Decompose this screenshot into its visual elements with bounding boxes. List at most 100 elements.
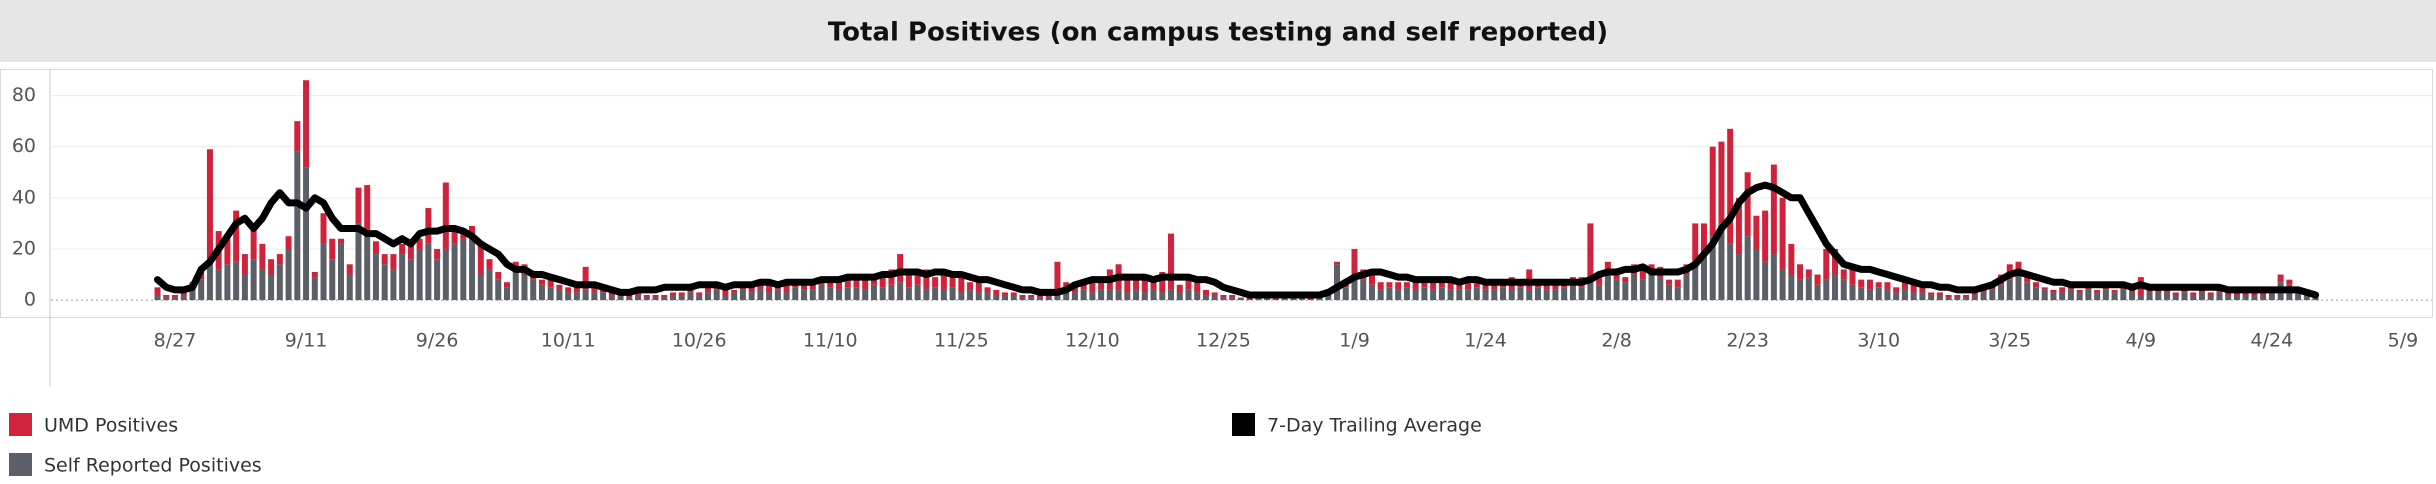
- bar: [748, 287, 755, 293]
- x-tick-label: 4/9: [2126, 330, 2157, 352]
- bar: [364, 236, 371, 301]
- x-tick-label: 5/9: [2388, 330, 2419, 352]
- bar: [1727, 243, 1734, 301]
- bar: [1858, 287, 1865, 301]
- bar: [984, 292, 991, 301]
- bar: [355, 187, 362, 224]
- bar: [407, 259, 414, 301]
- bar: [495, 279, 502, 301]
- bar: [2102, 289, 2109, 301]
- bar: [1709, 236, 1716, 301]
- bar: [556, 289, 563, 301]
- bar: [2146, 292, 2153, 301]
- bar: [635, 294, 642, 301]
- bar: [338, 243, 345, 301]
- bar: [1002, 294, 1009, 301]
- x-tick-label: 12/10: [1065, 330, 1120, 352]
- bar: [1465, 289, 1472, 301]
- bar: [285, 248, 292, 301]
- bar: [1849, 284, 1856, 301]
- bar: [320, 213, 327, 244]
- bar: [1500, 287, 1507, 301]
- x-tick-label: 9/11: [285, 330, 328, 352]
- bar: [206, 149, 213, 265]
- bar: [1351, 248, 1358, 275]
- y-tick-label: 0: [24, 289, 36, 311]
- bar: [416, 238, 423, 249]
- bar: [573, 292, 580, 301]
- bar: [1639, 264, 1646, 280]
- bar: [241, 254, 248, 275]
- bar: [591, 292, 598, 301]
- bar: [1334, 264, 1341, 301]
- bar: [565, 292, 572, 301]
- bar: [294, 121, 301, 152]
- bar: [1901, 289, 1908, 301]
- bar: [364, 185, 371, 237]
- bar: [1718, 223, 1725, 301]
- bar: [1010, 294, 1017, 301]
- bar: [1936, 292, 1943, 295]
- bar: [451, 228, 458, 244]
- bar: [2233, 292, 2240, 295]
- bar: [504, 287, 511, 301]
- bar: [381, 254, 388, 265]
- bar: [1744, 172, 1751, 237]
- bar: [862, 277, 869, 290]
- bar: [635, 292, 642, 295]
- bar: [757, 289, 764, 301]
- bar: [556, 284, 563, 290]
- bar: [1526, 289, 1533, 301]
- bar: [1648, 264, 1655, 270]
- x-tick-label: 12/25: [1196, 330, 1251, 352]
- bar: [1272, 297, 1279, 301]
- bar: [320, 243, 327, 301]
- bar: [2181, 292, 2188, 301]
- bar: [582, 266, 589, 290]
- bar: [1150, 289, 1157, 301]
- y-tick-label: 40: [12, 186, 36, 208]
- bar: [2146, 289, 2153, 293]
- bar: [1910, 292, 1917, 301]
- bar: [1622, 282, 1629, 301]
- bar: [1683, 274, 1690, 301]
- bar: [1875, 287, 1882, 301]
- bar: [460, 238, 467, 301]
- bar: [1342, 287, 1349, 301]
- bar: [469, 236, 476, 301]
- bar: [1002, 292, 1009, 295]
- bar: [2015, 274, 2022, 301]
- bar: [1727, 128, 1734, 244]
- bar: [914, 284, 921, 301]
- bar: [1543, 282, 1550, 290]
- bar: [2076, 292, 2083, 301]
- bar: [303, 167, 310, 301]
- bar: [1543, 289, 1550, 301]
- bar: [1753, 215, 1760, 249]
- bar: [1299, 297, 1306, 301]
- bar: [1823, 279, 1830, 301]
- bar: [189, 289, 196, 301]
- bar: [1919, 287, 1926, 293]
- bar: [2006, 279, 2013, 301]
- bar: [2251, 294, 2258, 301]
- bar: [495, 271, 502, 280]
- bar: [416, 248, 423, 301]
- bar: [530, 279, 537, 301]
- bar: [739, 289, 746, 301]
- x-tick-label: 2/8: [1601, 330, 1632, 352]
- bar: [1412, 282, 1419, 290]
- bar: [1421, 287, 1428, 301]
- bar: [2129, 292, 2136, 301]
- bar: [2225, 292, 2232, 295]
- bar: [486, 269, 493, 301]
- bar: [434, 248, 441, 260]
- bar: [1036, 294, 1043, 298]
- bar: [652, 297, 659, 301]
- bar: [407, 243, 414, 260]
- bar: [888, 284, 895, 301]
- bar: [905, 274, 912, 288]
- bar: [1613, 271, 1620, 280]
- bar: [1290, 297, 1297, 301]
